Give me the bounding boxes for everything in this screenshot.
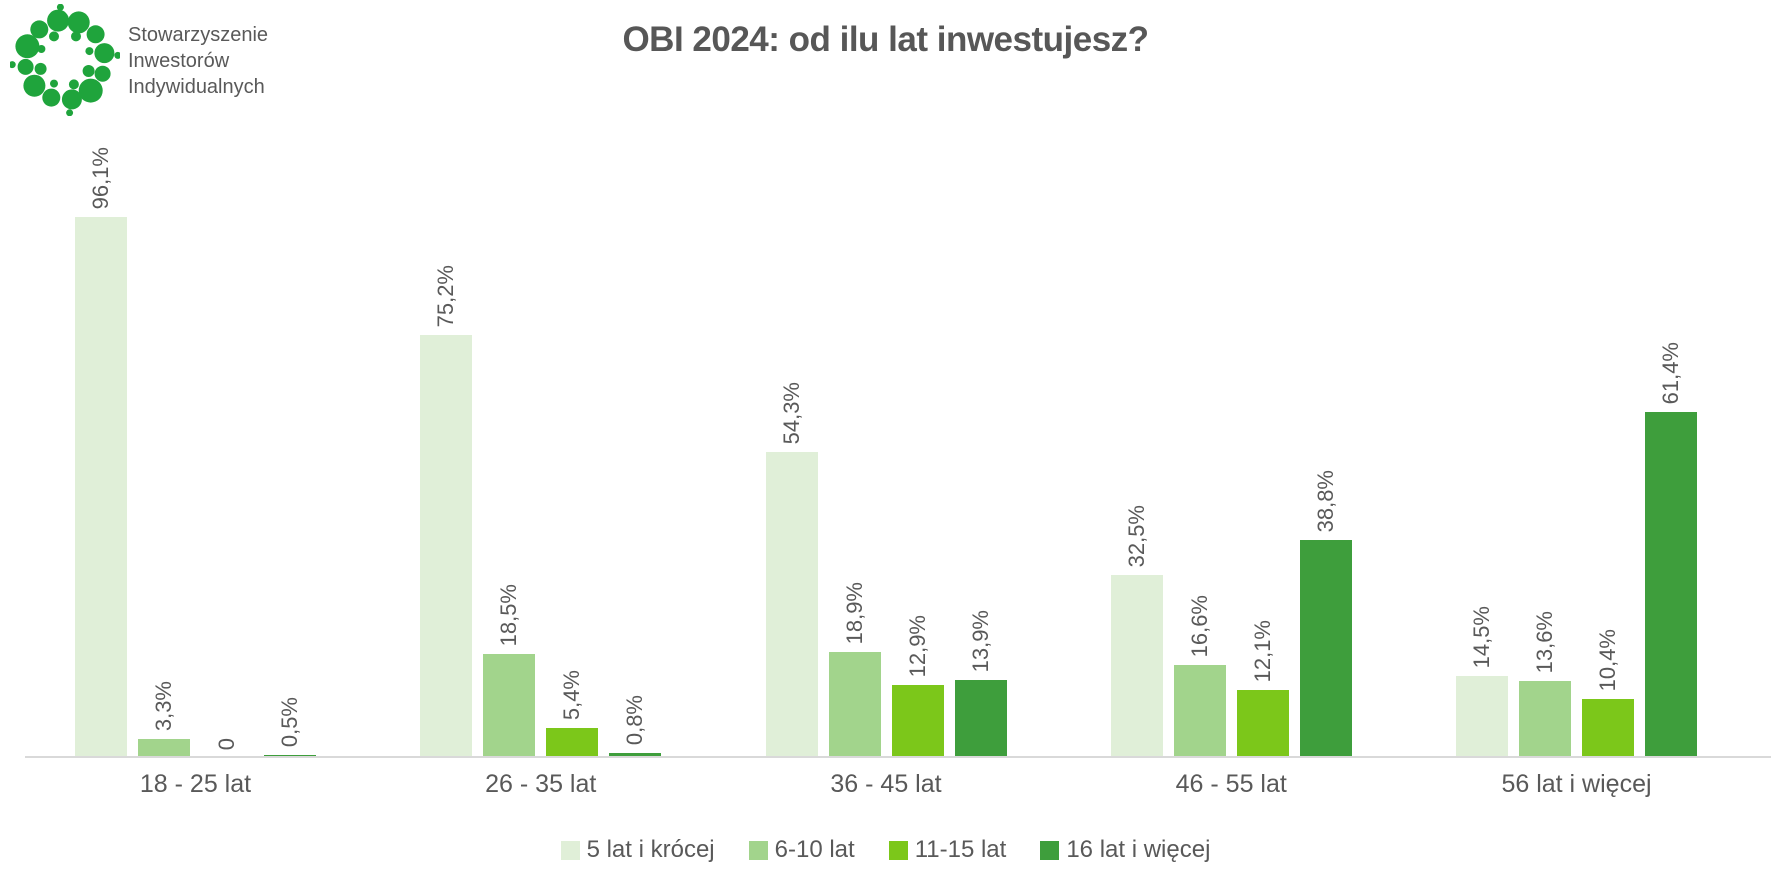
bar-value-label: 61,4% xyxy=(1658,341,1683,404)
org-name-line: Indywidualnych xyxy=(128,76,265,98)
bar-value-label: 38,8% xyxy=(1312,469,1338,532)
bar-slot: 61,4% xyxy=(1645,195,1697,758)
bar-value-label: 96,1% xyxy=(88,146,113,209)
bar-value-label: 75,2% xyxy=(433,264,459,327)
bar-value-label: 13,9% xyxy=(967,609,993,672)
sii-logo-icon xyxy=(8,3,122,117)
legend-item: 11-15 lat xyxy=(888,836,1007,864)
category-label: 36 - 45 lat xyxy=(830,770,942,798)
bar-value-label: 10,4% xyxy=(1595,628,1620,691)
bar-value-label: 0,8% xyxy=(622,694,648,745)
chart-legend: 5 lat i krócej 6-10 lat 11-15 lat 16 lat i … xyxy=(0,836,1771,864)
bar-value-label: 5,4% xyxy=(559,669,585,720)
bar-slot: 18,9% xyxy=(828,195,881,758)
legend-label: 6-10 lat xyxy=(774,836,855,863)
bar-slot: 12,1% xyxy=(1236,195,1289,758)
org-name-line: Inwestorów xyxy=(128,50,230,72)
bar-value-label: 12,1% xyxy=(1249,619,1275,682)
bar-slot: 0 xyxy=(201,195,253,758)
bar xyxy=(1519,681,1571,758)
legend-label: 16 lat i więcej xyxy=(1066,836,1211,863)
bar-slot: 10,4% xyxy=(1582,195,1634,758)
category-label: 18 - 25 lat xyxy=(139,770,252,798)
category-label: 46 - 55 lat xyxy=(1175,770,1287,798)
bar-slot: 13,9% xyxy=(954,195,1007,758)
bar xyxy=(483,654,536,758)
bar xyxy=(1456,676,1508,758)
org-name: Stowarzyszenie Inwestorów Indywidualnych xyxy=(128,22,268,100)
bar-slot: 54,3% xyxy=(765,195,818,758)
x-axis-line xyxy=(25,756,1771,758)
bar-slot: 14,5% xyxy=(1456,195,1508,758)
bar xyxy=(546,728,599,758)
bar xyxy=(765,452,818,758)
legend-swatch-icon xyxy=(888,840,908,860)
bar xyxy=(1173,665,1226,758)
bar-group: 75,2% 18,5% 5,4% 0,8% xyxy=(420,195,662,758)
bar-value-label: 0,5% xyxy=(277,696,302,747)
bar-value-label: 54,3% xyxy=(778,381,804,444)
bar xyxy=(1645,412,1697,758)
bar-value-label: 16,6% xyxy=(1186,594,1212,657)
legend-swatch-icon xyxy=(560,840,580,860)
bar-value-label: 18,9% xyxy=(841,581,867,644)
bar-slot: 3,3% xyxy=(138,195,190,758)
legend-swatch-icon xyxy=(1040,840,1060,860)
bar-slot: 38,8% xyxy=(1299,195,1352,758)
category-label: 26 - 35 lat xyxy=(485,770,597,798)
bar xyxy=(138,739,190,758)
bar xyxy=(75,217,127,758)
category-label: 56 lat i więcej xyxy=(1501,770,1652,798)
bar-slot: 5,4% xyxy=(546,195,599,758)
bar xyxy=(954,680,1007,758)
org-name-line: Stowarzyszenie xyxy=(128,24,269,46)
bar-value-label: 3,3% xyxy=(151,680,176,731)
chart-title: OBI 2024: od ilu lat inwestujesz? xyxy=(622,20,1149,59)
bar-value-label: 13,6% xyxy=(1532,610,1557,673)
bar-group: 96,1% 3,3% 0 0,5% xyxy=(75,147,316,758)
bar-chart-plot: 96,1% 3,3% 0 0,5% 75,2% 18,5% 5,4% 0,8% 54,3% 18,… xyxy=(75,147,1697,758)
bar-slot: 12,9% xyxy=(891,195,944,758)
bar-slot: 32,5% xyxy=(1110,195,1163,758)
bar-group: 54,3% 18,9% 12,9% 13,9% xyxy=(765,195,1007,758)
bar xyxy=(420,335,473,758)
bar-group: 14,5% 13,6% 10,4% 61,4% xyxy=(1456,195,1697,758)
bar-slot: 75,2% xyxy=(420,195,473,758)
legend-label: 5 lat i krócej xyxy=(586,836,715,863)
bar-slot: 0,8% xyxy=(609,195,662,758)
bar-slot: 0,5% xyxy=(264,195,316,758)
bar-slot: 16,6% xyxy=(1173,195,1226,758)
bar xyxy=(609,753,662,758)
legend-item: 16 lat i więcej xyxy=(1040,836,1210,864)
legend-item: 5 lat i krócej xyxy=(560,836,715,864)
bar-value-label: 12,9% xyxy=(904,614,930,677)
bar-value-label: 0 xyxy=(214,737,239,750)
legend-item: 6-10 lat xyxy=(748,836,855,864)
legend-label: 11-15 lat xyxy=(914,836,1007,863)
bar xyxy=(1110,575,1163,758)
bar-value-label: 32,5% xyxy=(1123,504,1149,567)
bar-value-label: 18,5% xyxy=(496,583,522,646)
legend-swatch-icon xyxy=(748,840,768,860)
bar xyxy=(1299,540,1352,758)
bar xyxy=(828,652,881,758)
bar-slot: 13,6% xyxy=(1519,195,1571,758)
bar-slot: 96,1% xyxy=(75,147,127,758)
bar xyxy=(891,685,944,758)
bar xyxy=(1582,699,1634,758)
bar-slot: 18,5% xyxy=(483,195,536,758)
bar xyxy=(1236,690,1289,758)
bar-group: 32,5% 16,6% 12,1% 38,8% xyxy=(1110,195,1352,758)
bar-value-label: 14,5% xyxy=(1469,605,1494,668)
